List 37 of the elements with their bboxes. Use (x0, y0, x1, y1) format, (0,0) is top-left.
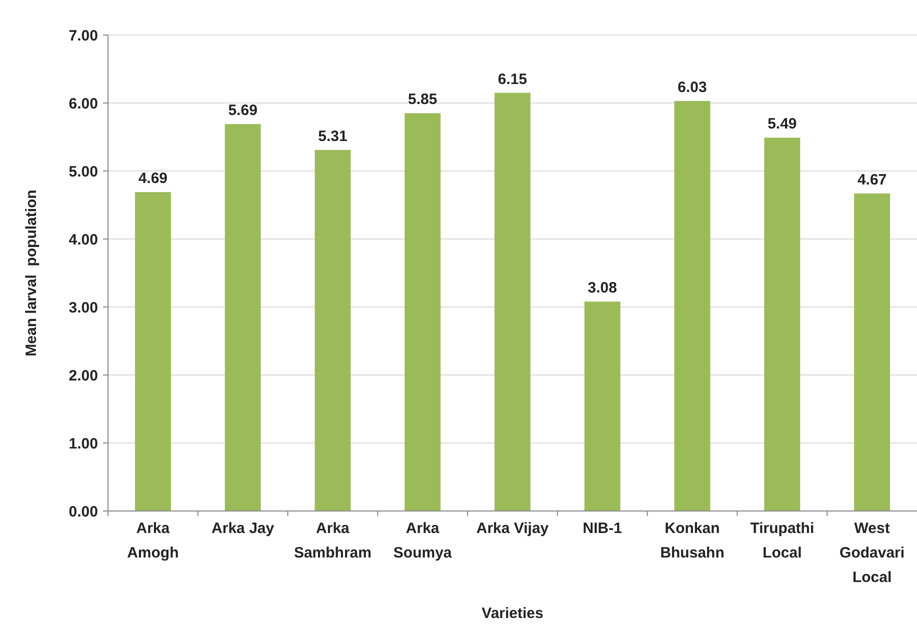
data-label: 6.15 (498, 70, 528, 88)
data-label: 5.31 (318, 128, 348, 145)
y-tick-label: 4.00 (68, 231, 98, 248)
x-tick-label: Arka Amogh (127, 520, 179, 562)
x-tick-label: Arka Sambhram (294, 520, 372, 562)
y-tick-label: 7.00 (68, 27, 98, 44)
x-tick-label: Tirupathi Local (750, 520, 814, 562)
data-label: 4.69 (138, 170, 168, 188)
x-tick-label: Arka Soumya (393, 520, 452, 562)
bar (404, 113, 441, 511)
y-tick-label: 3.00 (68, 299, 98, 316)
data-label: 4.67 (857, 171, 887, 188)
bar (674, 100, 710, 511)
bar (584, 302, 620, 511)
bar (134, 192, 171, 511)
y-tick-label: 0.00 (68, 503, 98, 520)
data-label: 5.49 (768, 116, 797, 133)
y-axis-title: Mean larval population (23, 190, 40, 356)
data-label: 3.08 (588, 280, 617, 297)
bar (494, 92, 530, 511)
x-tick-label: Arka Vijay (476, 520, 550, 537)
bar (764, 138, 800, 511)
y-tick-label: 6.00 (68, 95, 98, 112)
x-axis-title: Varieties (482, 605, 544, 622)
data-label: 5.85 (408, 91, 438, 108)
y-tick-label: 5.00 (68, 163, 98, 180)
data-label: 5.69 (228, 102, 258, 120)
x-tick-label: NIB-1 (582, 520, 622, 537)
y-tick-label: 2.00 (68, 367, 98, 384)
x-tick-label: Konkan Bhusahn (660, 520, 724, 562)
bar (314, 150, 351, 511)
x-tick-label: West Godavari Local (840, 520, 905, 586)
x-tick-label: Arka Jay (212, 520, 275, 537)
bar (854, 193, 890, 511)
bar (224, 124, 261, 511)
y-tick-label: 1.00 (68, 435, 98, 452)
data-label: 6.03 (678, 78, 707, 96)
